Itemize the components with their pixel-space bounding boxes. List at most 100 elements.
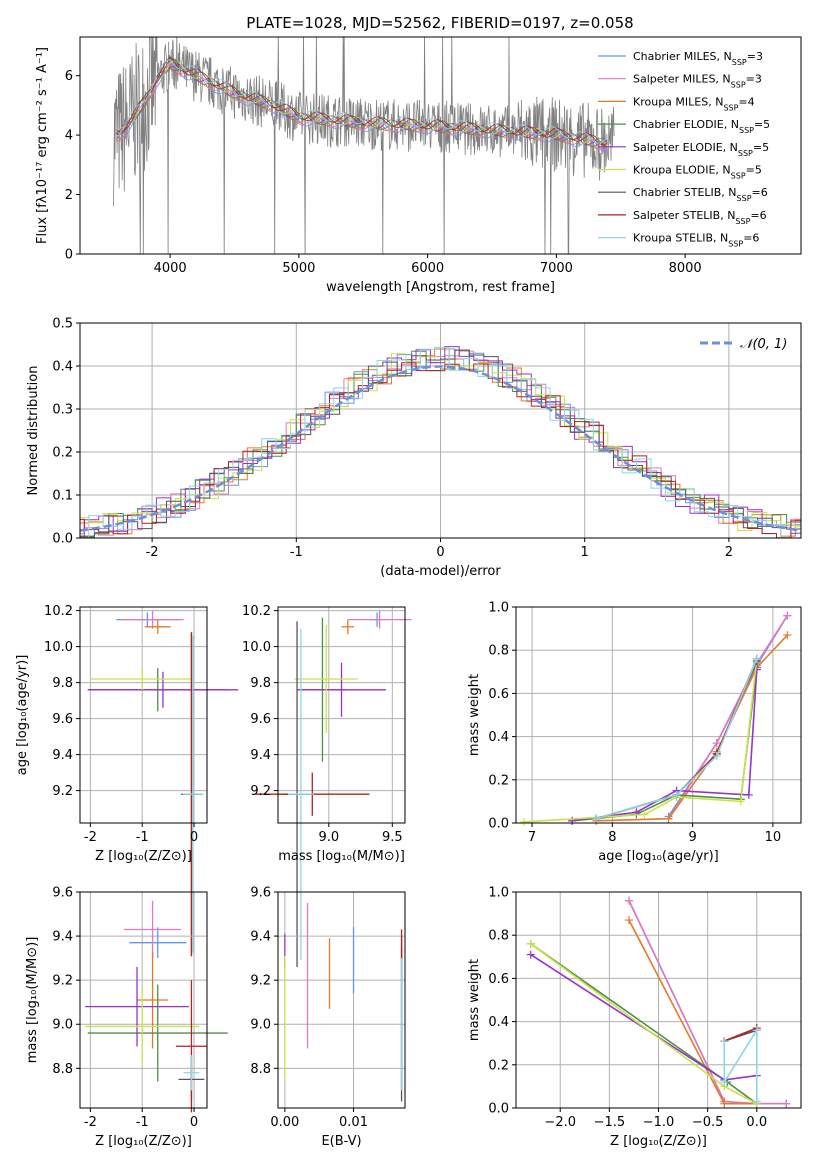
weight-point-marker	[640, 810, 649, 819]
x-tick-label: -2	[146, 545, 159, 560]
y-tick-label: 6	[65, 69, 73, 84]
legend-count: =5	[753, 141, 769, 154]
x-axis-label: Z [log₁₀(Z/Z⊙)]	[95, 1134, 192, 1149]
legend-label: Kroupa ELODIE, NSSP=5	[633, 164, 762, 181]
y-tick-label: 9.4	[52, 748, 73, 763]
spectrum-panel: 4000 5000 6000 7000 8000 0 2 4 6 wavelength [Angs…	[35, 36, 802, 295]
mass-weight-vs-metallicity-panel: −2.0 −1.5 −1.0 −0.5 0.0 0.0 0.2 0.4 0.6 0.8 1.0 Z […	[467, 886, 802, 1149]
y-axis-label: age [log₁₀(age/yr)]	[15, 655, 30, 776]
y-tick-label: 8.8	[250, 1062, 271, 1077]
grid	[516, 606, 801, 824]
normal-distribution-curve	[80, 365, 801, 532]
y-tick-label: 9.6	[52, 886, 73, 901]
y-tick-label: 9.8	[250, 676, 271, 691]
axes-frame: -2 -1 0 1 2 0.0 0.1 0.2 0.3 0.4 0.5 (data-model)/er…	[26, 317, 802, 579]
y-tick-label: 2	[65, 188, 73, 203]
legend-label: Kroupa STELIB, NSSP=6	[633, 232, 759, 249]
weight-point-marker	[526, 950, 535, 959]
x-tick-label: 7000	[540, 261, 573, 276]
axes-frame-rect	[277, 891, 406, 1109]
y-axis-label: mass [log₁₀(M/M⊙)]	[25, 937, 40, 1064]
x-tick-label: 0.00	[270, 1115, 299, 1130]
weight-point-marker	[752, 1097, 761, 1106]
axes-frame: −2.0 −1.5 −1.0 −0.5 0.0 0.0 0.2 0.4 0.6 0.8 1.0 Z […	[467, 886, 802, 1149]
x-tick-label: 0.0	[746, 1115, 767, 1130]
observed-spectrum-line	[113, 37, 615, 254]
y-tick-label: 10.2	[242, 604, 271, 619]
x-tick-label: 0	[190, 830, 198, 845]
legend-count: =3	[746, 73, 762, 86]
grid	[80, 607, 207, 823]
weight-series-line	[628, 900, 787, 1105]
y-tick-label: 9.6	[52, 712, 73, 727]
mass-vs-metallicity-panel: -2 -1 0 8.8 9.0 9.2 9.4 9.6 Z [log₁₀(Z/Z⊙)] mass …	[25, 886, 228, 1149]
x-tick-label: −1.0	[643, 1115, 675, 1130]
y-axis-label: Flux [fλ10⁻¹⁷ erg cm⁻² s⁻¹ A⁻¹]	[35, 47, 50, 244]
plot-area	[85, 900, 228, 1113]
legend-subscript: SSP	[723, 103, 738, 112]
x-tick-label: -1	[136, 830, 149, 845]
x-tick-label: −0.5	[692, 1115, 724, 1130]
x-tick-label: −1.5	[594, 1115, 626, 1130]
y-tick-label: 0.2	[488, 773, 509, 788]
weight-point-marker	[712, 739, 721, 748]
y-tick-label: 9.0	[250, 1018, 271, 1033]
legend-subscript: SSP	[731, 80, 746, 89]
weight-point-marker	[752, 654, 761, 663]
weight-point-marker	[672, 790, 681, 799]
plot-area	[80, 346, 801, 538]
y-tick-label: 0.4	[52, 360, 73, 375]
residuals-legend: 𝒩(0, 1)	[700, 337, 787, 352]
legend-subscript: SSP	[728, 239, 743, 248]
y-tick-label: 0.6	[488, 687, 509, 702]
model-spectrum-line	[115, 63, 608, 146]
y-tick-label: 9.2	[250, 974, 271, 989]
x-tick-label: -2	[84, 830, 97, 845]
x-tick-label: 10	[765, 830, 782, 845]
x-tick-label: 8	[608, 830, 616, 845]
weight-point-marker	[720, 1099, 729, 1108]
y-tick-label: 0.8	[488, 929, 509, 944]
x-axis-label: wavelength [Angstrom, rest frame]	[326, 280, 555, 295]
weight-point-marker	[720, 1078, 729, 1087]
legend-label: Chabrier ELODIE, NSSP=5	[633, 118, 770, 135]
weight-series-line	[530, 953, 757, 1081]
x-tick-label: 9.0	[318, 830, 339, 845]
spectrum-legend: Chabrier MILES, NSSP=3 Salpeter MILES, NS…	[598, 50, 770, 248]
legend-count: =4	[738, 95, 754, 108]
x-tick-label: -2	[84, 1115, 97, 1130]
x-tick-label: 4000	[154, 261, 187, 276]
weight-point-marker	[520, 817, 529, 826]
legend-subscript: SSP	[738, 148, 753, 157]
y-tick-label: 0.2	[52, 446, 73, 461]
x-tick-label: 5000	[282, 261, 315, 276]
y-tick-label: 0.3	[52, 403, 73, 418]
residual-histogram	[80, 350, 801, 536]
weight-series-line	[723, 1027, 758, 1102]
weight-point-marker	[783, 611, 792, 620]
figure-title: PLATE=1028, MJD=52562, FIBERID=0197, z=0…	[246, 14, 633, 32]
legend-subscript: SSP	[739, 126, 754, 135]
x-tick-label: 8000	[669, 261, 702, 276]
weight-point-marker	[744, 790, 753, 799]
legend-count: =5	[746, 164, 762, 177]
x-tick-label: 9.5	[382, 830, 403, 845]
y-tick-label: 8.8	[52, 1062, 73, 1077]
axes-frame: -2 -1 0 9.2 9.4 9.6 9.8 10.0 10.2 Z [log₁₀(Z/Z⊙)]…	[15, 604, 208, 864]
legend-subscript: SSP	[737, 194, 752, 203]
y-tick-label: 10.2	[44, 604, 73, 619]
x-axis-label: Z [log₁₀(Z/Z⊙)]	[610, 1134, 707, 1149]
y-axis-label: mass weight	[467, 959, 482, 1041]
legend-label: Chabrier STELIB, NSSP=6	[633, 186, 768, 203]
axes-frame-rect	[515, 606, 802, 824]
residual-histogram	[80, 348, 801, 537]
y-tick-label: 9.2	[250, 784, 271, 799]
legend-count: =6	[743, 232, 759, 245]
model-spectrum-line	[116, 65, 608, 149]
weight-point-marker	[592, 814, 601, 823]
residuals-panel: -2 -1 0 1 2 0.0 0.1 0.2 0.3 0.4 0.5 (data-model)/er…	[26, 317, 802, 579]
residual-histogram	[80, 349, 801, 538]
y-tick-label: 9.0	[52, 1018, 73, 1033]
plot-area	[284, 903, 403, 1102]
